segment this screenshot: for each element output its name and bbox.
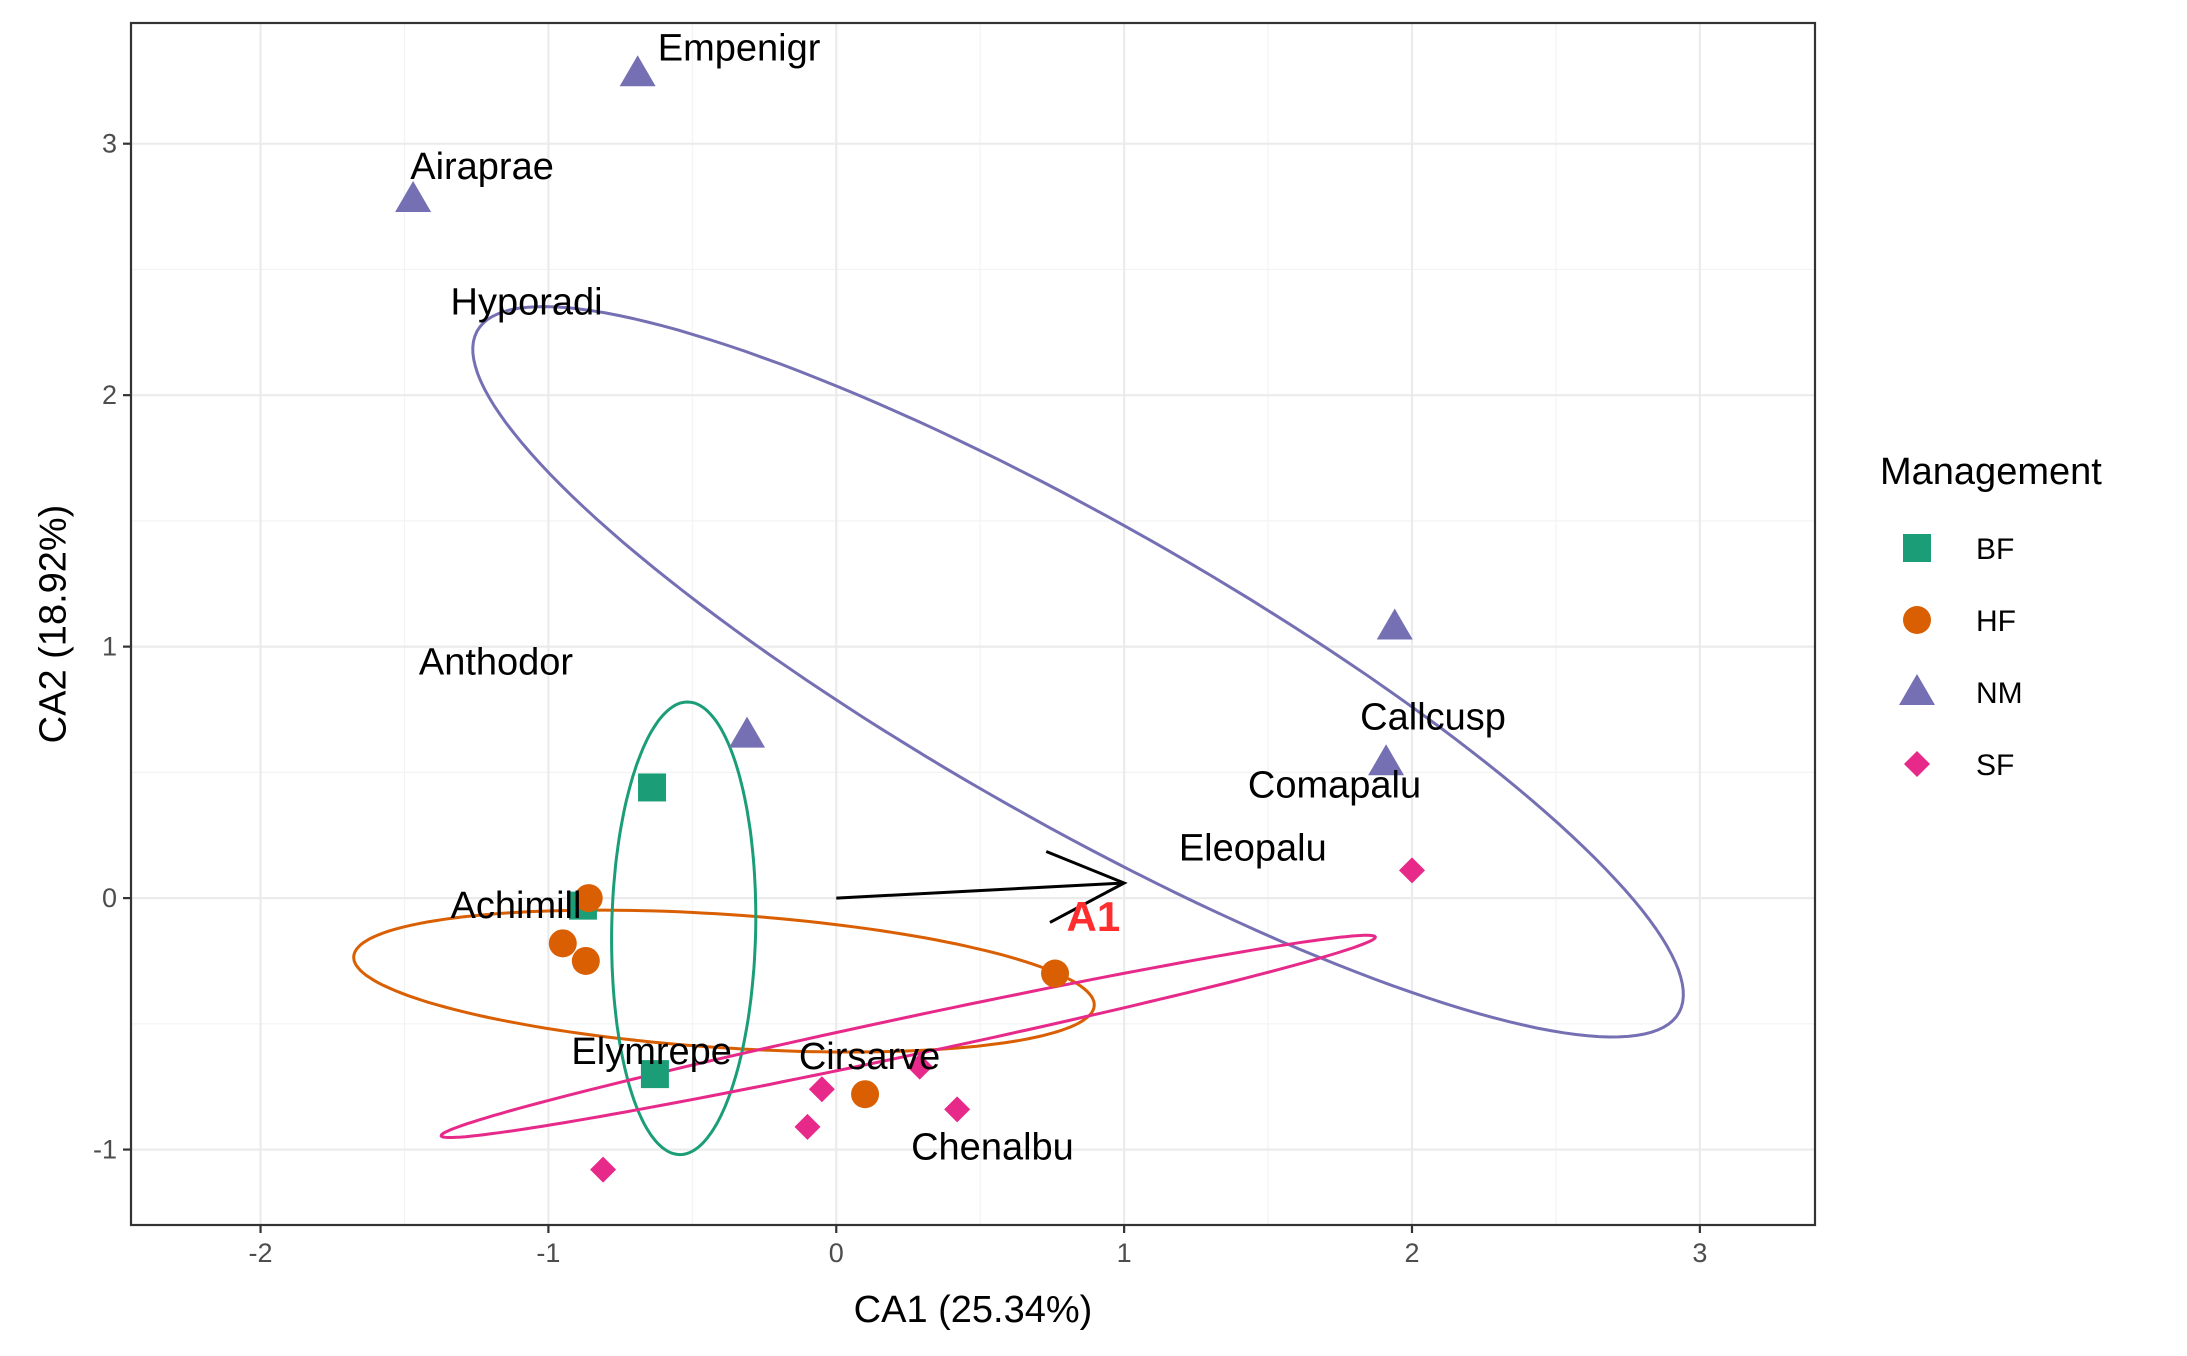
vector-arrowhead <box>1045 850 1128 924</box>
point-sf <box>590 1156 617 1183</box>
y-tick-label: 3 <box>102 129 117 159</box>
species-label: Eleopalu <box>1179 827 1327 869</box>
legend-label-hf: HF <box>1976 605 2016 638</box>
point-sf <box>1398 857 1425 884</box>
species-label: Airaprae <box>410 146 554 188</box>
point-sf <box>944 1096 971 1123</box>
point-hf <box>574 884 603 913</box>
species-label: Comapalu <box>1248 765 1421 807</box>
species-label: Hyporadi <box>451 282 603 324</box>
point-hf <box>1041 959 1070 988</box>
vector-shaft <box>836 881 1125 900</box>
species-label: Achimill <box>451 885 582 927</box>
legend-key-bf <box>1903 534 1931 562</box>
species-label: Chenalbu <box>911 1127 1074 1169</box>
y-tick-label: 1 <box>102 632 117 662</box>
species-label: Callcusp <box>1360 697 1506 739</box>
species-labels: Empenigr Airaprae Hyporadi Anthodor Callcusp… <box>410 28 1506 1169</box>
y-tick-label: 2 <box>102 380 117 410</box>
species-label: Anthodor <box>419 641 574 683</box>
minor-gridlines <box>131 23 1815 1225</box>
x-tick-label: 1 <box>1117 1238 1132 1268</box>
major-gridlines <box>131 23 1815 1225</box>
site-points <box>395 55 1425 1183</box>
ellipse-hf <box>352 908 1096 1054</box>
species-label: Cirsarve <box>799 1036 940 1078</box>
species-label: Elymrepe <box>571 1031 732 1073</box>
point-nm <box>619 55 656 87</box>
y-tick-label: -1 <box>93 1135 117 1165</box>
x-tick-label: 0 <box>829 1238 844 1268</box>
point-hf <box>851 1080 880 1109</box>
legend-label-bf: BF <box>1976 533 2014 566</box>
panel-border <box>129 21 1817 1227</box>
environmental-vector: A1 <box>836 850 1128 940</box>
y-axis-title: CA2 (18.92%) <box>32 505 74 744</box>
group-ellipses <box>352 305 1685 1157</box>
point-nm <box>395 181 432 213</box>
point-nm <box>729 716 766 748</box>
point-bf <box>638 773 667 802</box>
ellipse-nm <box>471 305 1685 1039</box>
legend-key-sf <box>1904 751 1930 777</box>
legend: Management BF HF NM SF <box>1880 451 2102 782</box>
legend-key-hf <box>1903 606 1931 634</box>
x-tick-label: 3 <box>1692 1238 1707 1268</box>
point-hf <box>548 929 577 958</box>
point-hf <box>571 946 600 975</box>
x-tick-label: 2 <box>1404 1238 1419 1268</box>
vector-label: A1 <box>1067 893 1121 940</box>
legend-title: Management <box>1880 451 2102 493</box>
point-sf <box>808 1076 835 1103</box>
x-axis-title: CA1 (25.34%) <box>854 1289 1093 1331</box>
y-tick-label: 0 <box>102 883 117 913</box>
x-tick-label: -2 <box>249 1238 273 1268</box>
point-nm <box>1368 744 1405 776</box>
legend-label-sf: SF <box>1976 749 2014 782</box>
point-sf <box>794 1113 821 1140</box>
legend-key-nm <box>1899 674 1935 705</box>
ellipse-sf <box>439 933 1377 1139</box>
legend-label-nm: NM <box>1976 677 2023 710</box>
x-tick-label: -1 <box>536 1238 560 1268</box>
ellipse-bf <box>610 700 758 1157</box>
point-bf <box>640 1060 669 1089</box>
point-nm <box>1376 608 1413 640</box>
point-sf <box>906 1053 933 1080</box>
axes: -2 -1 0 1 2 3 -1 0 1 2 3 <box>93 129 1707 1268</box>
species-label: Empenigr <box>658 28 821 70</box>
